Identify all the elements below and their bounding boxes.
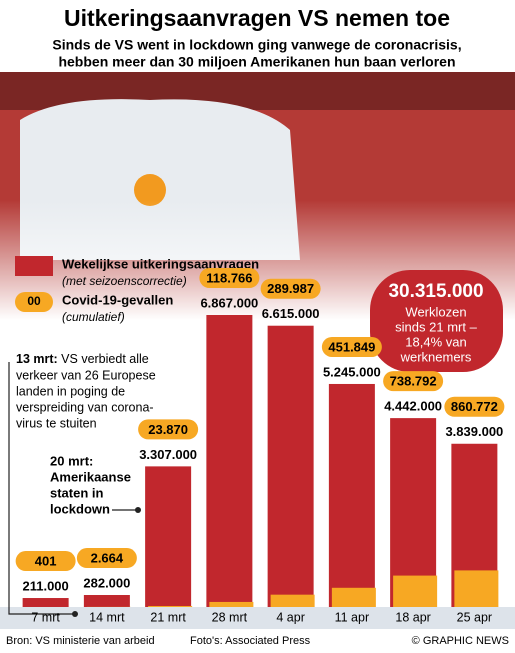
bars: 7 mrt 211.000 401 14 mrt 282.000 2.664 21 mrt 3…: [15, 268, 505, 624]
annotation-line: Amerikaanse: [50, 469, 131, 484]
legend-label: Covid-19-gevallen: [62, 292, 173, 307]
annotation: 20 mrt: Amerikaanse staten in lockdown: [50, 453, 131, 516]
callout-text: werknemers: [400, 349, 472, 364]
value-pill: [138, 419, 199, 440]
value-label: 289.987: [267, 281, 314, 296]
callout-value: 30.315.000: [388, 281, 483, 302]
callout-text: 18,4% van: [405, 334, 466, 349]
annotation-dot: [72, 611, 78, 617]
bar: [83, 595, 130, 607]
chart-title: Uitkeringsaanvragen VS nemen toe: [64, 5, 450, 31]
annotation-label: 13 mrt:: [16, 352, 58, 366]
value-label: 860.772: [451, 399, 498, 414]
legend-sample: 00: [27, 294, 41, 308]
bar: [270, 594, 315, 607]
x-tick-label: 28 mrt: [212, 610, 248, 624]
x-tick-label: 21 mrt: [150, 610, 186, 624]
bar: [390, 418, 437, 607]
copyright: © GRAPHIC NEWS: [412, 635, 509, 647]
annotation-leader: [8, 362, 75, 615]
bar: [331, 587, 376, 607]
value-label: 3.307.000: [139, 447, 197, 462]
callout-box: [370, 270, 503, 372]
value-pill: [260, 278, 321, 299]
bar: [145, 466, 192, 607]
annotation-dot: [135, 507, 141, 513]
annotation-line: verkeer van 26 Europese: [16, 368, 156, 382]
value-label: 211.000: [22, 578, 68, 593]
legend-swatch: [15, 256, 53, 276]
legend-note: (met seizoenscorrectie): [62, 274, 187, 288]
value-label: 6.867.000: [200, 295, 258, 310]
photo-badge: [134, 174, 166, 206]
x-tick-label: 11 apr: [335, 610, 370, 624]
photo-credit: Foto's: Associated Press: [190, 635, 311, 647]
annotation-line: landen in poging de: [16, 384, 125, 398]
value-pill: [15, 551, 76, 572]
value-pill: [199, 268, 260, 288]
bar: [148, 605, 193, 607]
value-pill: [76, 548, 137, 569]
callout-text: sinds 21 mrt –: [395, 319, 477, 334]
annotation-line: verspreiding van corona-: [16, 400, 154, 414]
legend-label: Wekelijkse uitkeringsaanvragen: [62, 256, 259, 271]
legend-swatch: [15, 292, 53, 312]
bar: [206, 315, 253, 607]
value-label: 6.615.000: [262, 306, 320, 321]
bar: [209, 601, 254, 607]
value-label: 451.849: [328, 339, 375, 354]
annotation-line: lockdown: [50, 501, 110, 516]
value-label: 5.245.000: [323, 364, 381, 379]
value-pill: [321, 336, 382, 357]
bar: [22, 598, 69, 607]
value-label: 2.664: [91, 550, 124, 565]
bar: [267, 325, 314, 607]
value-pill: [383, 371, 444, 392]
value-label: 3.839.000: [445, 424, 503, 439]
annotation-line: virus te stuiten: [16, 416, 97, 430]
subtitle: Sinds de VS went in lockdown ging vanweg…: [52, 37, 461, 53]
x-tick-label: 14 mrt: [89, 610, 125, 624]
subtitle: hebben meer dan 30 miljoen Amerikanen hu…: [58, 54, 455, 70]
x-tick-label: 18 apr: [395, 610, 430, 624]
annotation-label: 20 mrt:: [50, 453, 93, 468]
value-label: 118.766: [206, 270, 252, 285]
value-label: 23.870: [148, 422, 188, 437]
bar: [454, 570, 499, 607]
x-tick-label: 25 apr: [457, 610, 492, 624]
annotation-line: staten in: [50, 485, 104, 500]
source: Bron: VS ministerie van arbeid: [6, 635, 155, 647]
value-label: 4.442.000: [384, 399, 442, 414]
bar: [328, 383, 375, 607]
legend-note: (cumulatief): [62, 310, 125, 324]
x-tick-label: 4 apr: [276, 610, 305, 624]
axis-strip: [0, 607, 515, 629]
annotation-line: VS verbiedt alle: [61, 352, 149, 366]
callout-text: Werklozen: [405, 304, 466, 319]
value-label: 738.792: [390, 374, 437, 389]
annotation-text: 13 mrt: VS verbiedt alle: [16, 352, 149, 366]
bar: [393, 575, 438, 607]
annotation: 13 mrt: VS verbiedt alle verkeer van 26 …: [16, 352, 156, 430]
value-label: 401: [35, 553, 57, 568]
value-pill: [444, 396, 505, 417]
header-bg: [0, 0, 515, 72]
value-label: 282.000: [83, 575, 130, 590]
x-tick-label: 7 mrt: [31, 610, 60, 624]
